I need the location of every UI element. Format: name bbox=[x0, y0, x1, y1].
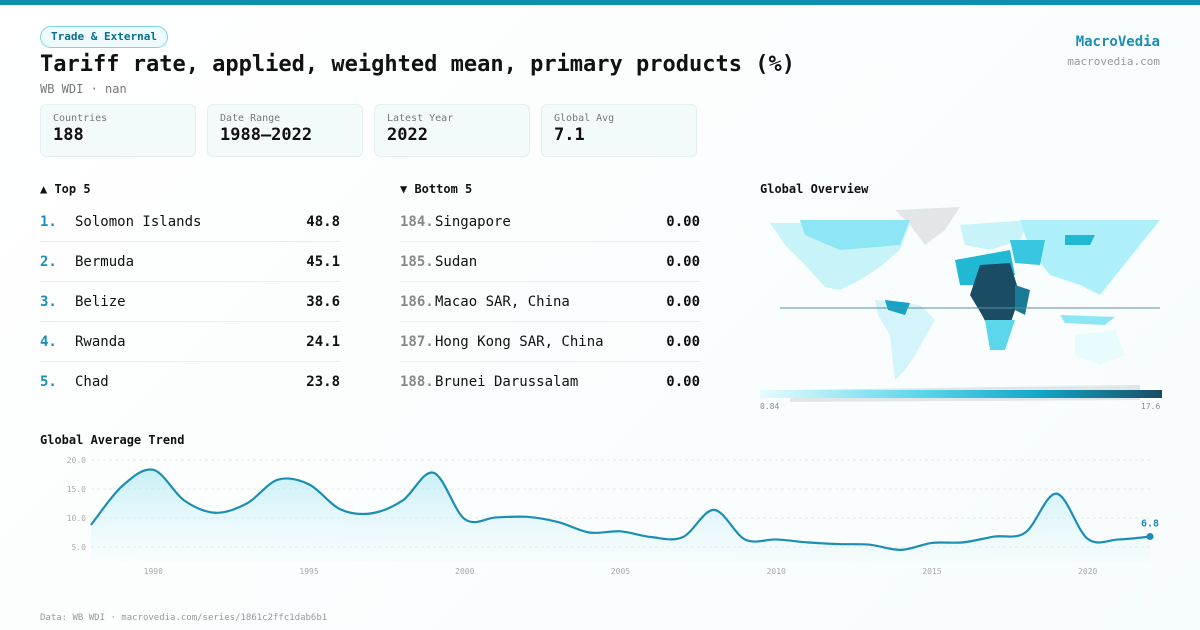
list-item[interactable]: 4. Rwanda 24.1 bbox=[40, 322, 340, 362]
asia bbox=[1020, 220, 1160, 295]
map-heading: Global Overview bbox=[760, 182, 869, 196]
y-tick-label: 5.0 bbox=[72, 543, 87, 552]
stat-date-range: Date Range 1988–2022 bbox=[207, 104, 363, 157]
list-item[interactable]: 5. Chad 23.8 bbox=[40, 362, 340, 402]
page-title: Tariff rate, applied, weighted mean, pri… bbox=[40, 52, 795, 77]
list-item[interactable]: 186. Macao SAR, China 0.00 bbox=[400, 282, 700, 322]
x-tick-label: 1990 bbox=[144, 567, 163, 576]
rank: 5. bbox=[40, 374, 57, 390]
rank: 4. bbox=[40, 333, 57, 350]
rank: 186. bbox=[400, 293, 434, 310]
stat-global-avg: Global Avg 7.1 bbox=[541, 104, 697, 157]
list-item[interactable]: 187. Hong Kong SAR, China 0.00 bbox=[400, 322, 700, 362]
top5-heading: ▲ Top 5 bbox=[40, 182, 91, 196]
brand-logo[interactable]: MacroVedia bbox=[1075, 34, 1160, 50]
south-america bbox=[875, 300, 935, 380]
list-item[interactable]: 184. Singapore 0.00 bbox=[400, 202, 700, 242]
footer-source: Data: WB WDI · macrovedia.com/series/186… bbox=[40, 613, 328, 623]
country-value: 0.00 bbox=[666, 213, 700, 230]
middle-east bbox=[1010, 240, 1045, 265]
country-name: Belize bbox=[75, 293, 126, 310]
country-name: Chad bbox=[75, 374, 109, 390]
stat-value: 7.1 bbox=[554, 125, 585, 145]
trend-area bbox=[91, 469, 1150, 562]
y-tick-label: 10.0 bbox=[67, 514, 86, 523]
stat-label: Global Avg bbox=[554, 113, 615, 124]
x-tick-label: 2000 bbox=[455, 567, 474, 576]
stat-countries: Countries 188 bbox=[40, 104, 196, 157]
x-tick-label: 2015 bbox=[922, 567, 941, 576]
category-badge[interactable]: Trade & External bbox=[40, 26, 168, 48]
x-tick-label: 2005 bbox=[611, 567, 630, 576]
greenland bbox=[895, 207, 960, 245]
map-legend-gradient bbox=[760, 390, 1162, 398]
list-item[interactable]: 185. Sudan 0.00 bbox=[400, 242, 700, 282]
country-name: Hong Kong SAR, China bbox=[435, 333, 604, 350]
stat-label: Countries bbox=[53, 113, 108, 124]
mongolia bbox=[1065, 235, 1095, 245]
last-value-label: 6.8 bbox=[1141, 519, 1159, 530]
data-point bbox=[1146, 533, 1154, 541]
country-value: 0.00 bbox=[666, 293, 700, 310]
stat-value: 1988–2022 bbox=[220, 125, 313, 145]
rank: 2. bbox=[40, 253, 57, 270]
legend-max: 17.6 bbox=[1141, 402, 1161, 411]
list-item[interactable]: 3. Belize 38.6 bbox=[40, 282, 340, 322]
australia bbox=[1075, 330, 1125, 365]
country-name: Sudan bbox=[435, 253, 478, 270]
stat-latest-year: Latest Year 2022 bbox=[374, 104, 530, 157]
country-value: 45.1 bbox=[306, 253, 340, 270]
x-tick-label: 1995 bbox=[299, 567, 318, 576]
brand-url[interactable]: macrovedia.com bbox=[1067, 55, 1160, 68]
country-name: Solomon Islands bbox=[75, 213, 202, 230]
country-value: 38.6 bbox=[306, 293, 340, 310]
rank: 3. bbox=[40, 293, 57, 310]
country-name: Bermuda bbox=[75, 253, 135, 270]
southern-africa bbox=[985, 320, 1015, 350]
trend-line bbox=[90, 468, 1151, 552]
trend-heading: Global Average Trend bbox=[40, 433, 185, 447]
legend-min: 0.84 bbox=[760, 402, 780, 411]
stat-value: 188 bbox=[53, 125, 84, 145]
top5-list: 1. Solomon Islands 48.8 2. Bermuda 45.1 3. Beli… bbox=[40, 202, 340, 402]
east-africa bbox=[1015, 285, 1030, 315]
rank: 188. bbox=[400, 374, 434, 390]
y-tick-label: 20.0 bbox=[67, 456, 86, 465]
top-accent-bar bbox=[0, 0, 1200, 5]
bottom5-list: 184. Singapore 0.00 185. Sudan 0.00 186. Macao … bbox=[400, 202, 700, 402]
trend-chart: 20.0 15.0 10.0 5.0 1990 1995 2000 2005 2010 2015 2… bbox=[67, 456, 1159, 576]
bottom5-heading: ▼ Bottom 5 bbox=[400, 182, 473, 196]
country-value: 48.8 bbox=[306, 213, 340, 230]
country-name: Brunei Darussalam bbox=[435, 374, 579, 390]
list-item[interactable]: 2. Bermuda 45.1 bbox=[40, 242, 340, 282]
rank: 1. bbox=[40, 213, 57, 230]
x-tick-label: 2020 bbox=[1078, 567, 1097, 576]
stat-value: 2022 bbox=[387, 125, 428, 145]
country-value: 0.00 bbox=[666, 253, 700, 270]
indonesia bbox=[1060, 315, 1115, 325]
rank: 187. bbox=[400, 333, 434, 350]
stat-label: Latest Year bbox=[387, 113, 454, 124]
rank: 185. bbox=[400, 253, 434, 270]
country-value: 0.00 bbox=[666, 333, 700, 350]
stat-label: Date Range bbox=[220, 113, 281, 124]
country-value: 0.00 bbox=[666, 374, 700, 390]
country-value: 23.8 bbox=[306, 374, 340, 390]
list-item[interactable]: 1. Solomon Islands 48.8 bbox=[40, 202, 340, 242]
y-tick-label: 15.0 bbox=[67, 485, 86, 494]
country-name: Singapore bbox=[435, 213, 511, 230]
world-map bbox=[760, 207, 1162, 402]
country-value: 24.1 bbox=[306, 333, 340, 350]
country-name: Rwanda bbox=[75, 333, 126, 350]
rank: 184. bbox=[400, 213, 434, 230]
map-regions bbox=[770, 207, 1160, 402]
canada bbox=[800, 220, 910, 250]
list-item[interactable]: 188. Brunei Darussalam 0.00 bbox=[400, 362, 700, 402]
country-name: Macao SAR, China bbox=[435, 293, 570, 310]
subtitle: WB WDI · nan bbox=[40, 82, 127, 96]
x-tick-label: 2010 bbox=[767, 567, 786, 576]
